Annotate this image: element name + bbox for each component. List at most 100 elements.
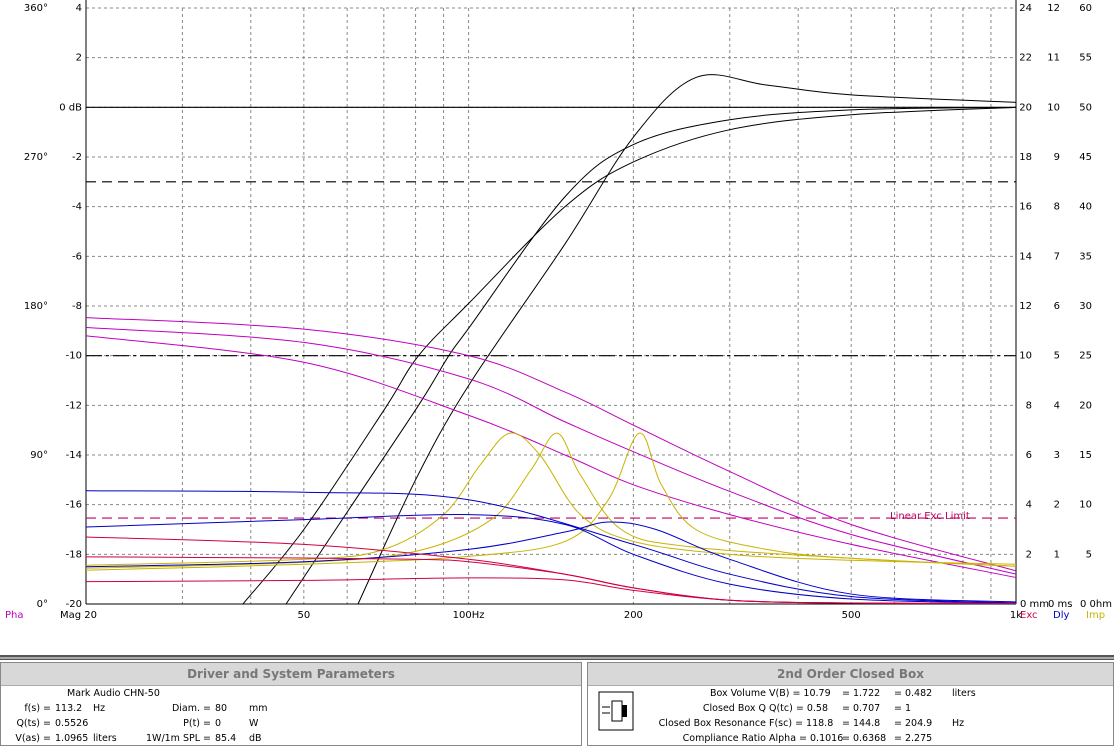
phase-tick-label: 270° <box>24 152 48 163</box>
dly-tick-label: 12 <box>1047 3 1060 14</box>
response-curve <box>86 536 1016 605</box>
exc-tick-label: 22 <box>1019 53 1032 64</box>
imp-tick-label: 20 <box>1079 400 1092 411</box>
param-label: Q(ts) = <box>16 718 51 729</box>
param-label: 1W/1m SPL = <box>146 733 211 744</box>
response-curve <box>86 317 1016 572</box>
response-curve <box>86 432 1016 569</box>
param-value: = 2.275 <box>894 733 933 744</box>
exc-tick-label: 2 <box>1026 549 1032 560</box>
response-curve <box>86 490 1016 604</box>
x-tick-label: 50 <box>297 610 310 621</box>
y-tick-label: 4 <box>76 3 82 14</box>
exc-tick-label: 10 <box>1019 351 1032 362</box>
response-curve <box>86 521 1016 603</box>
param-value: F(sc) = 118.8 <box>769 718 834 729</box>
param-value: = 0.6368 <box>842 733 887 744</box>
driver-panel: Driver and System Parameters Mark Audio … <box>0 662 582 746</box>
dly-tick-label: 7 <box>1054 251 1060 262</box>
param-unit: dB <box>249 733 262 744</box>
response-curve <box>86 335 1016 579</box>
phase-tick-label: 360° <box>24 3 48 14</box>
param-value: 80 <box>215 703 228 714</box>
param-value: = 0.482 <box>894 688 933 699</box>
response-curve <box>86 432 1016 566</box>
y-tick-label: 2 <box>76 53 82 64</box>
plot: 420 dB-2-4-6-8-10-12-14-16-18-20360°270°… <box>5 0 1112 621</box>
dly-tick-label: 5 <box>1054 351 1060 362</box>
param-value: Alpha = 0.1016 <box>769 733 844 744</box>
y-tick-label: -18 <box>66 549 82 560</box>
param-value: 1.0965 <box>55 733 89 744</box>
axis-name: Dly <box>1053 610 1069 621</box>
curves <box>86 74 1016 605</box>
y-tick-label: -2 <box>72 152 82 163</box>
phase-tick-label: 0° <box>37 599 48 610</box>
imp-tick-label: 45 <box>1079 152 1092 163</box>
dly-tick-label: 6 <box>1054 301 1060 312</box>
param-value: = 144.8 <box>842 718 881 729</box>
param-value: Hz <box>952 718 965 729</box>
param-value: 0 <box>215 718 222 729</box>
panel-title: 2nd Order Closed Box <box>588 663 1113 686</box>
exc-tick-label: 20 <box>1019 102 1032 113</box>
exc-tick-label: 8 <box>1026 400 1032 411</box>
dly-tick-label: 9 <box>1054 152 1060 163</box>
param-unit: liters <box>93 733 117 744</box>
phase-tick-label: 180° <box>24 301 48 312</box>
axis-name: Pha <box>5 610 24 621</box>
splitter[interactable] <box>0 655 1114 660</box>
response-curve <box>86 327 1016 575</box>
box-panel: 2nd Order Closed Box Box Volume V(B) = 10… <box>587 662 1114 746</box>
imp-tick-label: 25 <box>1079 351 1092 362</box>
dly-tick-label: 3 <box>1054 450 1060 461</box>
exc-tick-label: 16 <box>1019 202 1032 213</box>
phase-tick-label: 90° <box>30 450 48 461</box>
param-value: = 1.722 <box>842 688 881 699</box>
param-value: = 0.707 <box>842 703 881 714</box>
y-tick-label: -14 <box>66 450 82 461</box>
imp-tick-label: 50 <box>1079 102 1092 113</box>
box-icon[interactable] <box>598 691 634 731</box>
param-label: P(t) = <box>183 718 211 729</box>
param-value: 113.2 <box>55 703 83 714</box>
param-label: Box Volume <box>709 688 766 699</box>
imp-tick-label: 60 <box>1079 3 1092 14</box>
dly-tick-label: 4 <box>1054 400 1060 411</box>
dly-tick-label: 2 <box>1054 500 1060 511</box>
imp-tick-label: 35 <box>1079 251 1092 262</box>
imp-tick-label: 5 <box>1086 549 1092 560</box>
dly-tick-label: 1 <box>1054 549 1060 560</box>
param-unit: W <box>249 718 259 729</box>
y-tick-label: 0 dB <box>59 102 82 113</box>
response-curve <box>86 577 1016 605</box>
response-curve <box>285 106 1016 605</box>
axis-name: Imp <box>1086 610 1105 621</box>
y-tick-label: -10 <box>66 351 82 362</box>
exc-tick-label: 24 <box>1019 3 1032 14</box>
y-tick-label: -20 <box>66 599 82 610</box>
x-tick-label: Mag 20 <box>60 610 97 621</box>
exc-tick-label: 12 <box>1019 301 1032 312</box>
y-tick-label: -8 <box>72 301 82 312</box>
y-tick-label: -16 <box>66 500 82 511</box>
param-label: Diam. = <box>171 703 211 714</box>
y-tick-label: -6 <box>72 251 82 262</box>
imp-tick-label: 30 <box>1079 301 1092 312</box>
exc-tick-label: 0 mm <box>1020 599 1049 610</box>
param-label: Closed Box Q <box>702 703 766 714</box>
param-value: 0.5526 <box>55 718 89 729</box>
axis-name: Exc <box>1020 610 1038 621</box>
param-value: = 204.9 <box>894 718 933 729</box>
param-value: Q(tc) = 0.58 <box>769 703 828 714</box>
exc-tick-label: 6 <box>1026 450 1032 461</box>
dly-tick-label: 8 <box>1054 202 1060 213</box>
imp-tick-label: 40 <box>1079 202 1092 213</box>
param-value: 85.4 <box>215 733 237 744</box>
param-value: = 1 <box>894 703 912 714</box>
exc-tick-label: 18 <box>1019 152 1032 163</box>
reference-label: Linear Exc Limit <box>890 511 970 522</box>
param-label: f(s) = <box>24 703 51 714</box>
param-value: V(B) = 10.79 <box>769 688 831 699</box>
